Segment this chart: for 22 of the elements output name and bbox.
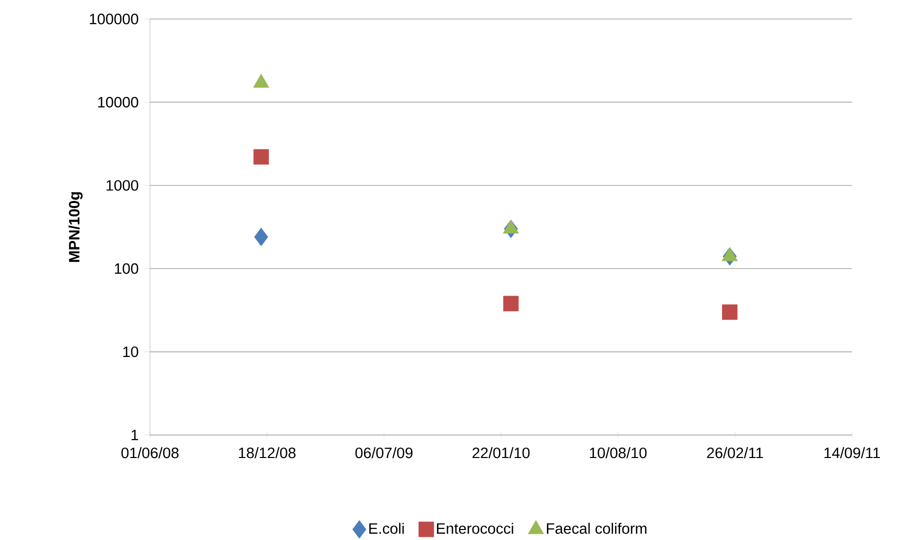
point — [722, 304, 738, 320]
y-tick-label: 100000 — [90, 13, 138, 24]
legend-label: Faecal coliform — [546, 522, 646, 534]
x-tick-label: 01/06/08 — [121, 446, 179, 458]
point — [254, 228, 268, 246]
x-tick-label: 14/09/11 — [824, 446, 880, 458]
legend-label: E.coli — [369, 522, 404, 534]
y-axis-title: MPN/100g — [68, 192, 83, 262]
legend-label: Enterococci — [436, 522, 514, 534]
x-tick-label: 10/08/10 — [590, 446, 647, 458]
x-tick-label: 22/01/10 — [472, 446, 530, 458]
x-tick-label: 26/02/11 — [707, 446, 763, 458]
point — [253, 74, 270, 88]
y-tick-label: 1000 — [106, 180, 138, 191]
x-tick-label: 18/12/08 — [238, 446, 296, 458]
y-tick-label: 10000 — [98, 96, 138, 108]
point — [253, 149, 269, 164]
y-tick-label: 10 — [123, 346, 138, 357]
y-tick-label: 1 — [132, 430, 138, 440]
y-tick-label: 100 — [114, 263, 138, 274]
x-tick-label: 06/07/09 — [355, 446, 412, 458]
point — [503, 296, 519, 312]
